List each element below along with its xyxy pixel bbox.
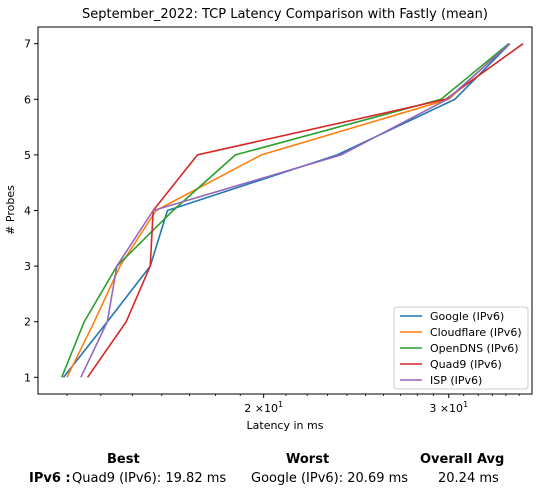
x-axis: 2 ×101 3 ×101 (66, 394, 520, 415)
legend: Google (IPv6) Cloudflare (IPv6) OpenDNS (I… (393, 306, 529, 390)
legend-label-quad9-ipv6: Quad9 (IPv6) (430, 358, 502, 371)
x-tick-label: 2 ×101 (244, 400, 283, 415)
best-value: Quad9 (IPv6): 19.82 ms (72, 471, 227, 486)
series-line-opendns-ipv6 (60, 43, 510, 378)
y-tick-label: 6 (24, 93, 31, 106)
legend-items: Google (IPv6) Cloudflare (IPv6) OpenDNS (I… (400, 310, 522, 387)
legend-label-isp-ipv6: ISP (IPv6) (430, 374, 482, 387)
worst-value: Google (IPv6): 20.69 ms (251, 471, 409, 486)
y-axis-label: # Probes (4, 185, 17, 235)
series-line-cloudflare-ipv6 (66, 43, 510, 378)
y-tick-label: 2 (24, 316, 31, 329)
legend-box (393, 306, 529, 390)
x-tick-label: 3 ×101 (429, 400, 468, 415)
series-line-isp-ipv6 (80, 43, 511, 378)
y-tick-label: 3 (24, 260, 31, 273)
overall-avg-value: 20.24 ms (438, 471, 499, 486)
legend-label-cloudflare-ipv6: Cloudflare (IPv6) (430, 326, 522, 339)
y-tick-label: 4 (24, 205, 31, 218)
series-layer (60, 43, 524, 378)
legend-label-google-ipv6: Google (IPv6) (430, 310, 504, 323)
chart-title: September_2022: TCP Latency Comparison w… (82, 7, 488, 22)
latency-chart: September_2022: TCP Latency Comparison w… (4, 7, 533, 432)
legend-label-opendns-ipv6: OpenDNS (IPv6) (430, 342, 519, 355)
y-axis: 1 2 3 4 5 6 7 (24, 38, 38, 384)
y-tick-label: 7 (24, 38, 31, 51)
y-tick-label: 1 (24, 371, 31, 384)
worst-header: Worst (286, 452, 330, 467)
ipv6-row-label: IPv6 : (29, 471, 71, 486)
x-axis-label: Latency in ms (247, 419, 324, 432)
best-header: Best (107, 452, 140, 467)
y-tick-label: 5 (24, 149, 31, 162)
overall-avg-header: Overall Avg (420, 452, 505, 467)
